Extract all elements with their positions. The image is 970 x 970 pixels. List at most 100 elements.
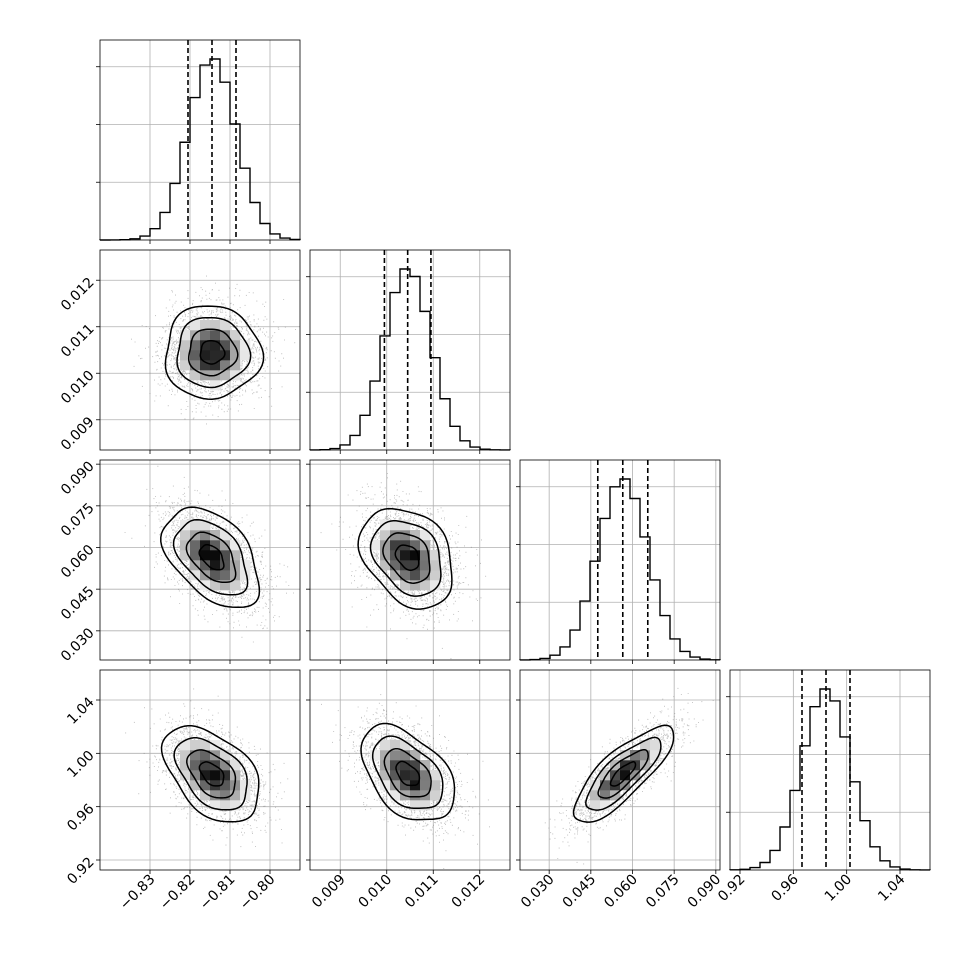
density-cell: [410, 570, 421, 581]
density-cell: [420, 550, 431, 561]
density-cell: [380, 770, 391, 781]
density-cell: [390, 760, 401, 771]
density-cell: [230, 560, 241, 571]
y-tick-label: 0.011: [58, 321, 98, 361]
histogram-panel: [516, 459, 721, 664]
x-tick-label: 0.075: [643, 872, 683, 912]
x-tick-label: −0.83: [117, 872, 159, 914]
scatter-panel: [306, 669, 511, 874]
density-cell: [210, 790, 221, 801]
density-cell: [380, 560, 391, 571]
density-cell: [640, 740, 651, 751]
density-cell: [230, 760, 241, 771]
density-cell: [600, 780, 611, 791]
density-cell: [200, 560, 211, 571]
density-cell: [590, 790, 601, 801]
contour-line: [187, 328, 239, 377]
x-tick-label: −0.81: [197, 872, 239, 914]
density-cell: [400, 560, 411, 571]
histogram-panel: [96, 39, 301, 244]
density-cell: [230, 330, 241, 341]
x-tick-label: 0.030: [518, 872, 558, 912]
density-cell: [200, 530, 211, 541]
density-cell: [210, 530, 221, 541]
density-cell: [200, 330, 211, 341]
density-cell: [180, 550, 191, 561]
y-tick-label: 0.010: [58, 368, 98, 408]
contour-line: [369, 520, 442, 597]
contour-line: [597, 748, 649, 799]
panel-frame: [519, 669, 721, 871]
panel-frame: [99, 39, 301, 241]
panel-frame: [309, 459, 511, 661]
contour-line: [360, 722, 456, 821]
density-cell: [400, 570, 411, 581]
density-cell: [210, 360, 221, 371]
y-tick-label: 0.96: [64, 801, 97, 834]
density-cell: [630, 750, 641, 761]
contour-line: [185, 531, 237, 584]
y-tick-label: 0.060: [58, 542, 98, 582]
density-cell: [230, 360, 241, 371]
contour-line: [198, 543, 225, 571]
contour-line: [173, 737, 248, 811]
density-cell: [180, 360, 191, 371]
density-cell: [230, 540, 241, 551]
density-cell: [230, 370, 241, 381]
density-cell: [430, 570, 441, 581]
density-cell: [400, 580, 411, 591]
x-tick-label: 1.04: [875, 871, 908, 904]
density-cell: [180, 330, 191, 341]
y-tick-label: 0.030: [58, 625, 98, 665]
contour-line: [357, 507, 453, 610]
density-cell: [190, 750, 201, 761]
density-cell: [200, 580, 211, 591]
density-cell: [200, 520, 211, 531]
histogram-step: [519, 478, 721, 661]
contour-line: [176, 316, 252, 389]
scatter-panel: [306, 459, 511, 664]
y-tick-label: 0.075: [58, 500, 98, 540]
panel-frame: [99, 459, 301, 661]
density-cell: [410, 550, 421, 561]
density-cell: [220, 530, 231, 541]
density-cell: [430, 770, 441, 781]
y-tick-label: 0.045: [58, 584, 98, 624]
density-cell: [220, 770, 231, 781]
density-cell: [400, 770, 411, 781]
density-cell: [380, 540, 391, 551]
density-cell: [620, 770, 631, 781]
density-cell: [640, 750, 651, 761]
density-cell: [200, 320, 211, 331]
density-cell: [410, 530, 421, 541]
density-cell: [210, 330, 221, 341]
density-cell: [420, 530, 431, 541]
density-cell: [410, 750, 421, 761]
density-cell: [210, 540, 221, 551]
density-cell: [410, 540, 421, 551]
density-cell: [420, 780, 431, 791]
density-cell: [370, 540, 381, 551]
density-cell: [240, 570, 251, 581]
density-cell: [230, 340, 241, 351]
density-cell: [190, 360, 201, 371]
density-cell: [410, 770, 421, 781]
density-cell: [200, 760, 211, 771]
density-cell: [200, 780, 211, 791]
density-cell: [210, 800, 221, 811]
panel-frame: [729, 669, 931, 871]
density-cell: [420, 760, 431, 771]
contour-line: [371, 735, 444, 809]
x-tick-label: −0.82: [157, 872, 199, 914]
density-cell: [210, 320, 221, 331]
scatter-panel: [516, 669, 721, 874]
density-cell: [400, 740, 411, 751]
density-cell: [400, 780, 411, 791]
density-cell: [240, 340, 251, 351]
density-cell: [190, 370, 201, 381]
density-cell: [600, 770, 611, 781]
density-cell: [230, 580, 241, 591]
x-tick-label: −0.80: [237, 872, 279, 914]
scatter-panel: [96, 249, 301, 454]
